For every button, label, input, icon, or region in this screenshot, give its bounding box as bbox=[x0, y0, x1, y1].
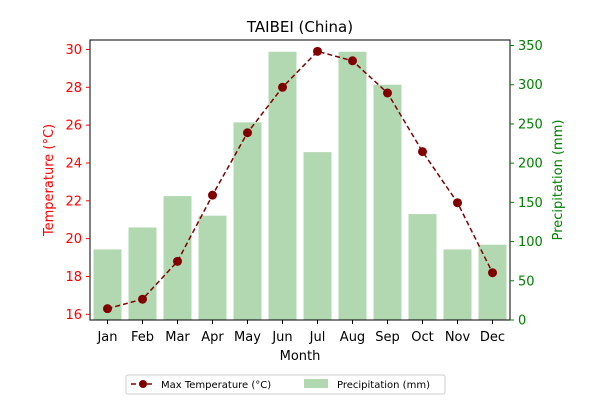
temperature-point bbox=[278, 82, 287, 92]
temperature-point bbox=[208, 190, 217, 200]
y-left-tick-label: 28 bbox=[65, 81, 82, 96]
y-right-tick-label: 250 bbox=[518, 117, 543, 132]
y-right-tick-label: 300 bbox=[518, 78, 543, 93]
temperature-point bbox=[138, 294, 147, 304]
temperature-point bbox=[383, 88, 392, 98]
y-left-tick-label: 18 bbox=[65, 270, 82, 285]
temperature-point bbox=[313, 46, 322, 56]
temperature-point bbox=[243, 128, 252, 138]
x-tick-label: Jun bbox=[271, 330, 292, 345]
y-left-tick-label: 30 bbox=[65, 43, 82, 58]
x-tick-label: Aug bbox=[340, 330, 365, 345]
precipitation-bar bbox=[373, 84, 402, 321]
y-left-tick-label: 16 bbox=[65, 308, 82, 323]
chart-title: TAIBEI (China) bbox=[246, 18, 353, 36]
x-tick-label: Sep bbox=[375, 330, 400, 345]
legend-line-marker bbox=[139, 380, 147, 388]
legend-frame bbox=[125, 374, 446, 395]
x-tick-label: Mar bbox=[165, 330, 190, 345]
temperature-point bbox=[453, 198, 462, 208]
x-tick-label: Feb bbox=[131, 330, 154, 345]
temperature-point bbox=[173, 256, 182, 266]
y-right-tick-label: 150 bbox=[518, 196, 543, 211]
x-axis: Jan Feb Mar Apr May Jun Jul Aug Sep Oct Nov Dec bbox=[96, 320, 505, 345]
x-tick-label: Oct bbox=[411, 330, 433, 345]
x-tick-label: Apr bbox=[201, 330, 224, 345]
precipitation-bar bbox=[443, 249, 472, 320]
x-tick-label: Jan bbox=[96, 330, 117, 345]
temperature-line bbox=[107, 50, 494, 310]
precipitation-bar bbox=[338, 51, 367, 320]
precipitation-bar bbox=[303, 152, 332, 320]
precipitation-bar bbox=[233, 122, 262, 320]
y-axis-left-label: Temperature (°C) bbox=[42, 124, 57, 237]
x-tick-label: Nov bbox=[445, 330, 471, 345]
temperature-point bbox=[418, 147, 427, 157]
x-tick-label: Dec bbox=[480, 330, 505, 345]
y-axis-right: 0 50 100 150 200 250 300 350 bbox=[510, 39, 543, 329]
y-axis-right-label: Precipitation (mm) bbox=[551, 120, 566, 241]
temperature-line-series bbox=[103, 46, 497, 314]
precipitation-bar bbox=[198, 215, 227, 320]
precipitation-bar bbox=[128, 227, 157, 320]
legend-bar-swatch bbox=[304, 379, 328, 388]
y-right-tick-label: 350 bbox=[518, 39, 543, 54]
legend-label-temperature: Max Temperature (°C) bbox=[161, 380, 271, 391]
y-right-tick-label: 50 bbox=[518, 274, 535, 289]
x-tick-label: Jul bbox=[309, 330, 326, 345]
y-right-tick-label: 0 bbox=[518, 314, 526, 329]
y-right-tick-label: 100 bbox=[518, 235, 543, 250]
temperature-point bbox=[488, 268, 497, 278]
temperature-point bbox=[348, 56, 357, 66]
precipitation-bar bbox=[408, 214, 437, 320]
y-right-tick-label: 200 bbox=[518, 157, 543, 172]
y-left-tick-label: 26 bbox=[65, 119, 82, 134]
y-left-tick-label: 24 bbox=[65, 156, 82, 171]
legend-label-precipitation: Precipitation (mm) bbox=[337, 380, 430, 391]
temperature-point bbox=[103, 304, 112, 314]
legend: Max Temperature (°C) Precipitation (mm) bbox=[125, 374, 446, 395]
x-tick-label: May bbox=[234, 330, 261, 345]
plot-frame bbox=[89, 39, 511, 321]
precipitation-bars bbox=[93, 51, 507, 321]
y-axis-left: 16 18 20 22 24 26 28 30 bbox=[65, 43, 90, 323]
precipitation-bar bbox=[478, 244, 507, 320]
y-left-tick-label: 22 bbox=[65, 194, 82, 209]
y-left-tick-label: 20 bbox=[65, 232, 82, 247]
x-axis-label: Month bbox=[280, 349, 321, 364]
precipitation-bar bbox=[268, 51, 297, 320]
